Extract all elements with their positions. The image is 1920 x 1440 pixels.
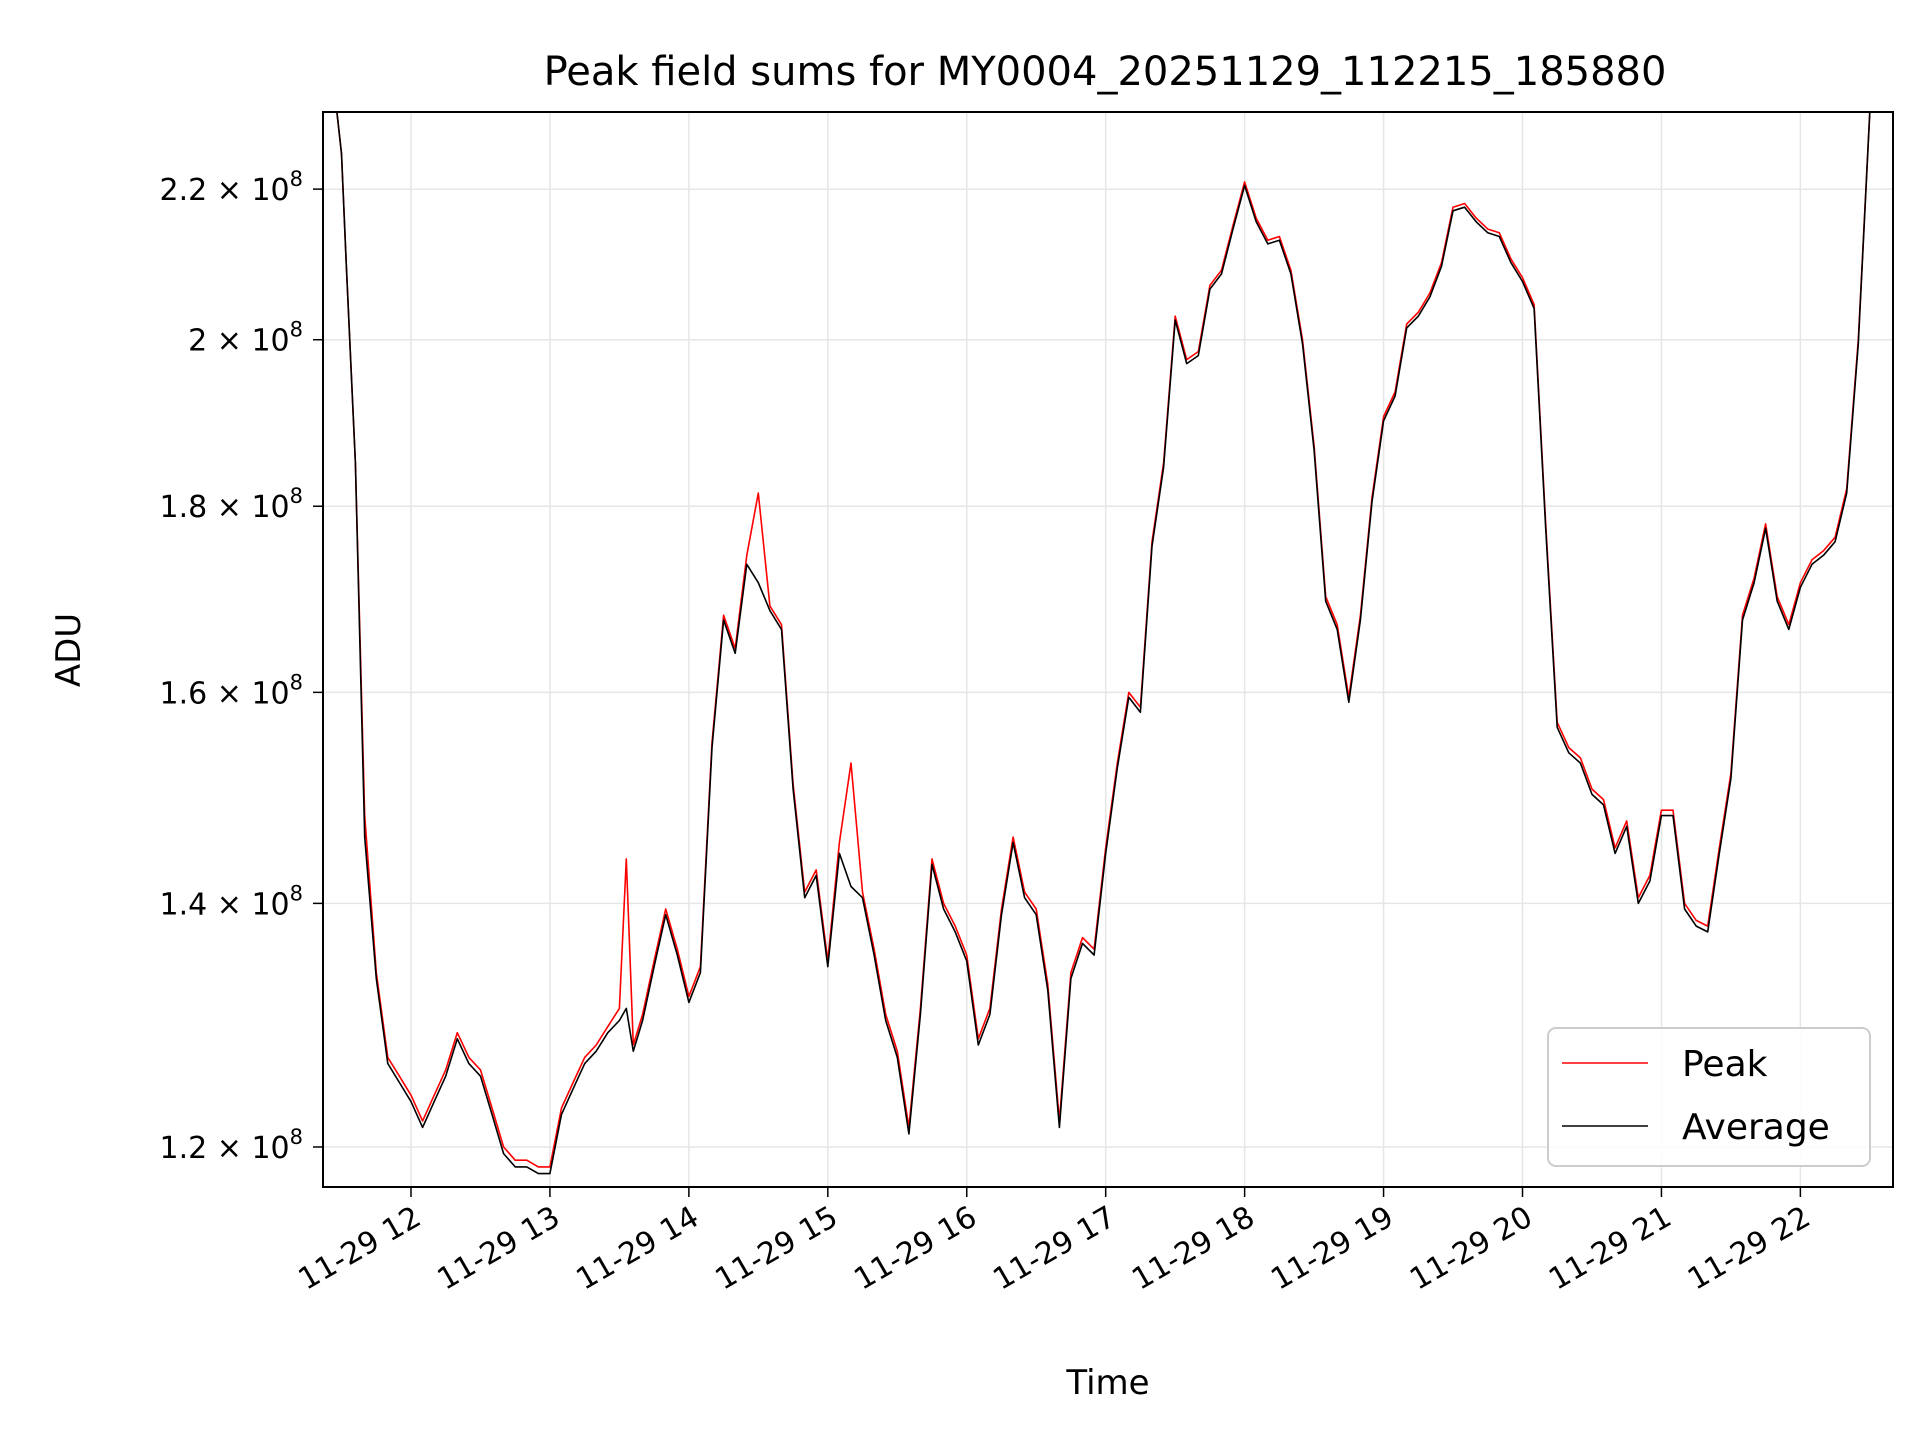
- y-axis-ticks: 1.2 × 108 1.4 × 108 1.6 × 108 1.8 × 108 2 × …: [160, 167, 323, 1166]
- series-line-peak: [323, 111, 1893, 1168]
- y-tick-label: 2.2 × 108: [160, 167, 303, 208]
- legend-label-average: Average: [1682, 1107, 1830, 1148]
- legend-label-peak: Peak: [1682, 1044, 1768, 1085]
- y-tick-label: 1.6 × 108: [160, 670, 303, 711]
- series-lines: [323, 111, 1893, 1175]
- y-tick-label: 1.4 × 108: [160, 881, 303, 922]
- plot-frame: [322, 111, 1894, 1188]
- legend: Peak Average: [1547, 1027, 1871, 1167]
- y-tick-label: 1.8 × 108: [160, 484, 303, 525]
- grid-lines: [323, 112, 1893, 1187]
- y-tick-label: 1.2 × 108: [160, 1125, 303, 1166]
- x-axis-label: Time: [1065, 1363, 1149, 1403]
- y-axis-label: ADU: [49, 613, 89, 687]
- chart-title: Peak field sums for MY0004_20251129_1122…: [544, 49, 1667, 95]
- y-tick-label: 2 × 108: [188, 318, 303, 359]
- series-line-average: [323, 111, 1893, 1175]
